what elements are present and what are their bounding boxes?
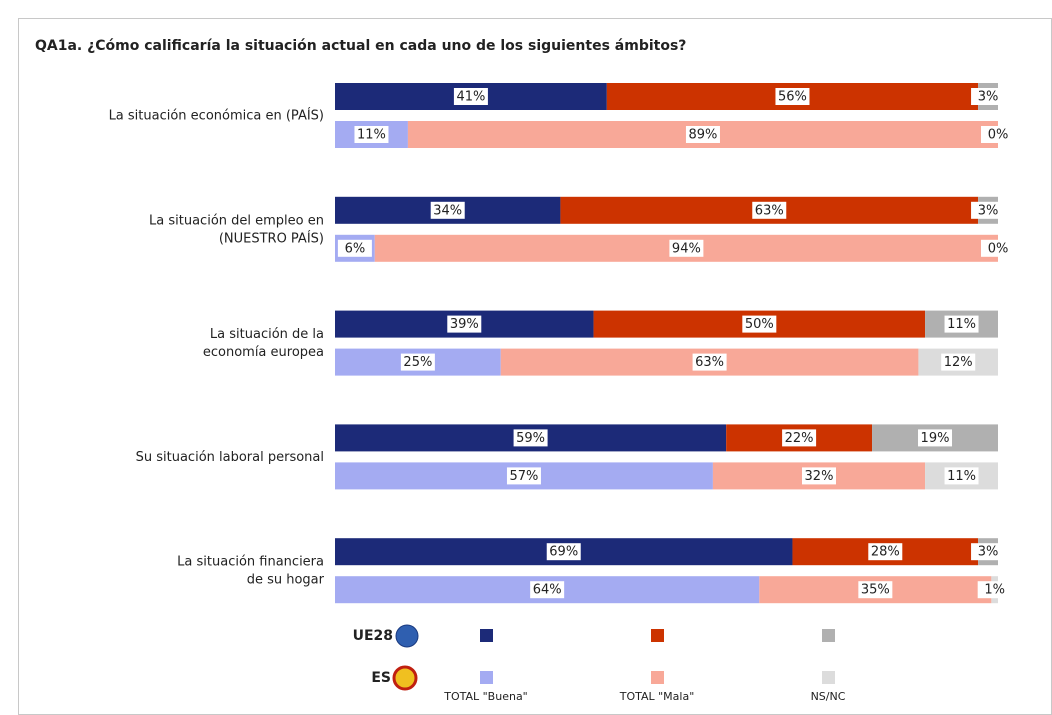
value-label-box [981,126,1015,143]
category-label: La situación del empleo en (NUESTRO PAÍS) [149,213,324,246]
value-label-box [669,239,704,257]
es-icon [392,665,418,691]
value-label-box [944,315,979,333]
category-line: La situación de la [210,327,324,342]
value-label-box [977,581,1012,599]
value-label-box [546,543,581,561]
legend-group: ES [371,670,391,686]
value-label: 3% [978,203,999,218]
value-label: 11% [947,317,976,332]
value-label: 35% [861,583,890,598]
legend-label: NS/NC [811,690,846,703]
category-line: La situación del empleo en [149,213,324,228]
value-label-box [354,126,389,143]
legend-swatch [651,671,664,684]
category-label: La situación de la economía europea [203,327,324,360]
eu-icon [395,624,419,648]
category-label: La situación financiera de su hogar [177,554,324,587]
value-label: 11% [357,128,386,143]
legend-label: TOTAL "Buena" [443,690,528,703]
value-label: 11% [947,469,976,484]
value-label-box [685,126,720,143]
category-line: La situación financiera [177,554,324,569]
value-label-box [692,353,727,371]
value-label: 22% [785,431,814,446]
value-label: 41% [456,90,485,105]
value-label: 32% [805,469,834,484]
value-label: 94% [672,241,701,256]
value-label-box [782,429,817,447]
value-label-box [981,239,1015,257]
value-label: 3% [978,90,999,105]
value-label: 1% [984,583,1005,598]
value-label: 64% [533,583,562,598]
chart-title: QA1a. ¿Cómo calificaría la situación act… [35,38,686,54]
category-line: La situación económica en (PAÍS) [109,107,324,123]
value-label: 56% [778,90,807,105]
value-label-box [941,353,976,371]
category-line: de su hogar [247,572,325,587]
value-label-box [858,581,893,599]
value-label-box [337,239,372,257]
value-label-box [513,429,548,447]
value-label-box [971,543,1006,561]
legend-swatch [822,629,835,642]
value-label-box [447,315,482,333]
value-label-box [944,467,979,485]
value-label: 28% [871,545,900,560]
category-label: Su situación laboral personal [136,449,324,464]
value-label: 39% [450,317,479,332]
value-label-box [400,353,435,371]
value-label: 0% [988,241,1009,256]
category-line: (NUESTRO PAÍS) [219,230,324,246]
value-label-box [971,88,1006,105]
value-label-box [868,543,903,561]
value-label-box [453,88,488,105]
value-label: 12% [944,355,973,370]
value-label-box [775,88,810,105]
category-label: La situación económica en (PAÍS) [109,107,324,123]
value-label: 89% [689,128,718,143]
legend-swatch [822,671,835,684]
value-label: 19% [921,431,950,446]
category-line: Su situación laboral personal [136,449,324,464]
category-line: economía europea [203,345,324,360]
legend-swatch [480,671,493,684]
value-label-box [801,467,836,485]
value-label: 50% [745,317,774,332]
legend-swatch [651,629,664,642]
value-label: 69% [549,545,578,560]
value-label-box [506,467,541,485]
value-label: 63% [695,355,724,370]
value-label: 3% [978,545,999,560]
value-label-box [430,201,465,219]
value-label: 59% [516,431,545,446]
value-label: 25% [403,355,432,370]
value-label: 6% [345,241,366,256]
value-label-box [742,315,777,333]
legend-group: UE28 [353,628,393,644]
value-label: 57% [510,469,539,484]
legend-swatch [480,629,493,642]
value-label-box [530,581,565,599]
value-label: 63% [755,203,784,218]
value-label-box [971,201,1006,219]
value-label-box [918,429,953,447]
value-label: 34% [433,203,462,218]
value-label-box [752,201,787,219]
legend-label: TOTAL "Mala" [619,690,695,703]
value-label: 0% [988,128,1009,143]
